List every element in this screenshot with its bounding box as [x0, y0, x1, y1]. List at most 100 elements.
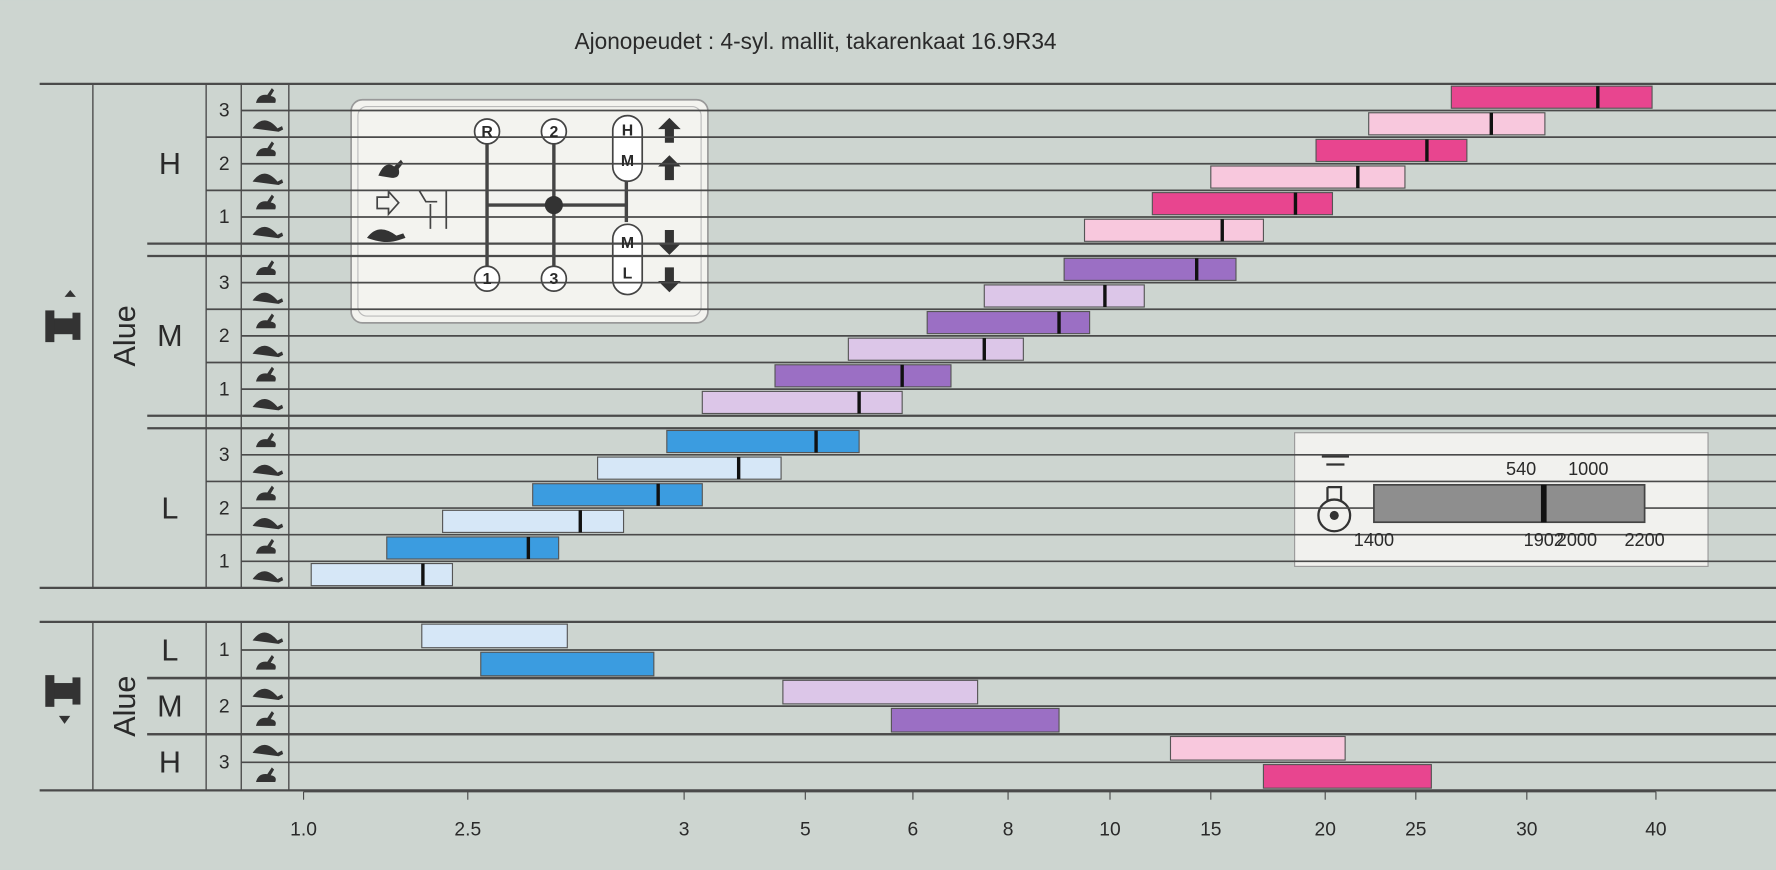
x-tick-label: 20	[1314, 819, 1335, 840]
hare-icon	[255, 711, 276, 726]
speed-bar	[1083, 218, 1264, 242]
tortoise-icon	[252, 571, 284, 583]
speed-bar	[774, 364, 952, 388]
speed-bar	[666, 429, 860, 454]
x-tick-label: 40	[1645, 819, 1666, 840]
range-label: M	[157, 690, 182, 724]
rpm-tick-label: 1400	[1354, 530, 1394, 550]
speed-bar	[532, 483, 703, 507]
gear-knob-label: R	[481, 124, 493, 141]
rpm-tick-label: 2200	[1624, 530, 1664, 550]
gear-label: 2	[219, 326, 230, 347]
section-label: Alue	[108, 305, 142, 366]
gear-label: 3	[219, 445, 230, 466]
tortoise-icon	[252, 173, 284, 185]
hare-icon	[255, 366, 276, 382]
speed-bar	[1315, 138, 1468, 163]
range-label: L	[161, 491, 178, 525]
gear-label: 1	[219, 552, 230, 573]
tortoise-icon	[252, 517, 284, 530]
x-tick-label: 15	[1200, 819, 1221, 840]
gear-label: 1	[219, 379, 230, 400]
speed-bar	[1450, 85, 1653, 109]
gear-label: 3	[219, 753, 230, 774]
gear-knob-label: 1	[483, 271, 492, 288]
speed-bar	[386, 536, 560, 560]
tortoise-icon	[252, 399, 284, 411]
gear-knob-label: 3	[549, 271, 558, 288]
speed-bar	[442, 509, 625, 533]
gear-label: 2	[219, 154, 230, 175]
x-tick-label: 1.0	[290, 819, 317, 840]
shift-diagram	[350, 98, 709, 324]
range-label: H	[159, 746, 181, 780]
gear-label: 3	[219, 101, 230, 122]
hare-icon	[255, 260, 276, 276]
range-label: M	[157, 319, 182, 353]
speed-bar	[782, 679, 979, 705]
hare-icon	[255, 432, 276, 448]
speed-bar	[983, 284, 1145, 308]
speed-bar	[1368, 112, 1546, 136]
range-label: L	[161, 633, 178, 667]
tortoise-icon	[252, 120, 284, 132]
hare-icon	[255, 194, 276, 210]
range-shift-label: M	[621, 153, 634, 170]
speed-bar	[480, 651, 655, 677]
tortoise-icon	[252, 744, 284, 757]
x-tick-label: 8	[1003, 819, 1014, 840]
gear-knob-label: 2	[549, 124, 558, 141]
tractor-reverse-icon	[45, 675, 81, 724]
gear-label: 2	[219, 696, 230, 717]
speed-bar	[847, 337, 1024, 361]
rpm-tick-label: 2000	[1557, 530, 1597, 550]
tortoise-icon	[252, 345, 284, 358]
x-tick-label: 10	[1099, 819, 1120, 840]
rpm-bar	[1373, 483, 1646, 524]
pto-tick-label: 1000	[1568, 459, 1608, 479]
speed-bar	[421, 623, 568, 649]
gear-label: 3	[219, 273, 230, 294]
hare-icon	[255, 538, 276, 554]
pto-tick-label: 540	[1506, 459, 1536, 479]
x-tick-label: 3	[679, 819, 690, 840]
gear-label: 1	[219, 207, 230, 228]
rpm-tick-label: 1902	[1524, 530, 1564, 550]
hare-icon	[255, 654, 276, 670]
hare-icon	[255, 88, 276, 103]
speed-bar	[1210, 165, 1406, 189]
speed-bar	[310, 562, 454, 587]
hare-icon	[255, 141, 276, 157]
hare-icon	[255, 485, 276, 501]
tortoise-icon	[252, 226, 284, 239]
tortoise-icon	[252, 292, 284, 304]
range-shift-label: M	[621, 235, 634, 252]
speed-bar	[1063, 257, 1237, 281]
range-shift-label: H	[622, 123, 633, 140]
speed-bar	[890, 707, 1060, 733]
x-tick-label: 30	[1516, 819, 1537, 840]
speed-bar	[701, 390, 903, 415]
x-tick-label: 2.5	[454, 819, 481, 840]
x-tick-label: 6	[908, 819, 919, 840]
tortoise-icon	[252, 464, 284, 477]
tractor-forward-icon	[45, 290, 81, 343]
gear-label: 1	[219, 640, 230, 661]
section-label: Alue	[108, 676, 142, 737]
chart-title: Ajonopeudet : 4-syl. mallit, takarenkaat…	[574, 28, 1056, 54]
gear-label: 2	[219, 498, 230, 519]
tortoise-icon	[252, 632, 284, 644]
x-tick-label: 5	[800, 819, 811, 840]
hare-icon	[255, 767, 276, 783]
speed-bar	[597, 456, 782, 480]
x-tick-label: 25	[1405, 819, 1426, 840]
tortoise-icon	[252, 688, 284, 701]
speed-bar	[1151, 192, 1334, 216]
speed-bar	[926, 310, 1091, 335]
speed-bar	[1262, 764, 1432, 789]
speed-bar	[1169, 735, 1346, 761]
range-shift-label: L	[623, 265, 633, 282]
hare-icon	[255, 313, 276, 329]
